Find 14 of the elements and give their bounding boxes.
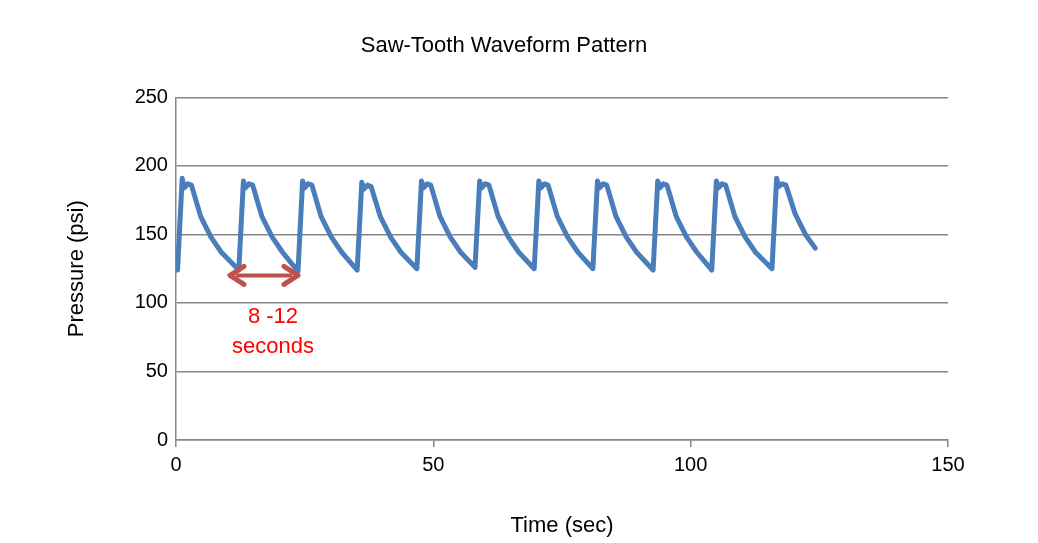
y-tick-label: 100 <box>134 290 168 313</box>
y-tick-label: 200 <box>134 153 168 176</box>
x-tick-label: 150 <box>931 452 965 475</box>
y-tick-label: 150 <box>134 221 168 244</box>
y-tick-label: 0 <box>156 427 168 450</box>
x-tick-label: 0 <box>170 452 182 475</box>
y-axis-title: Pressure (psi) <box>63 200 89 338</box>
annotation: 8 -12 seconds <box>232 302 314 358</box>
chart-title: Saw-Tooth Waveform Pattern <box>360 32 648 58</box>
x-tick-label: 50 <box>422 452 445 475</box>
x-tick-label: 100 <box>673 452 708 475</box>
y-tick-label: 250 <box>134 84 168 107</box>
y-tick-label: 50 <box>145 359 168 381</box>
x-axis-title: Time (sec) <box>510 511 614 537</box>
